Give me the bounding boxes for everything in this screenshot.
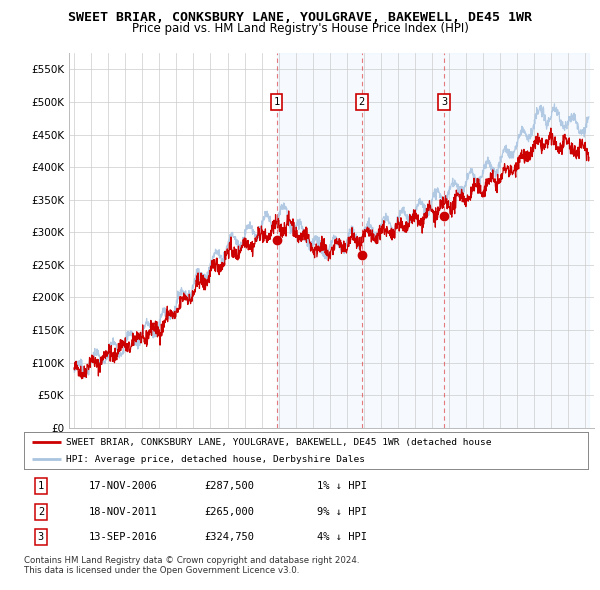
Text: 2: 2	[38, 507, 44, 517]
Text: 13-SEP-2016: 13-SEP-2016	[89, 532, 158, 542]
Text: 3: 3	[38, 532, 44, 542]
Text: 18-NOV-2011: 18-NOV-2011	[89, 507, 158, 517]
Text: SWEET BRIAR, CONKSBURY LANE, YOULGRAVE, BAKEWELL, DE45 1WR: SWEET BRIAR, CONKSBURY LANE, YOULGRAVE, …	[68, 11, 532, 24]
Text: 9% ↓ HPI: 9% ↓ HPI	[317, 507, 367, 517]
Text: 1: 1	[38, 481, 44, 491]
Text: 3: 3	[441, 97, 447, 107]
Text: 17-NOV-2006: 17-NOV-2006	[89, 481, 158, 491]
Text: 2: 2	[359, 97, 365, 107]
Text: HPI: Average price, detached house, Derbyshire Dales: HPI: Average price, detached house, Derb…	[66, 455, 365, 464]
Bar	[277, 53, 589, 428]
Text: Contains HM Land Registry data © Crown copyright and database right 2024.
This d: Contains HM Land Registry data © Crown c…	[24, 556, 359, 575]
Text: Price paid vs. HM Land Registry's House Price Index (HPI): Price paid vs. HM Land Registry's House …	[131, 22, 469, 35]
Text: 1: 1	[274, 97, 280, 107]
Text: SWEET BRIAR, CONKSBURY LANE, YOULGRAVE, BAKEWELL, DE45 1WR (detached house: SWEET BRIAR, CONKSBURY LANE, YOULGRAVE, …	[66, 438, 492, 447]
Text: £287,500: £287,500	[205, 481, 254, 491]
Text: 1% ↓ HPI: 1% ↓ HPI	[317, 481, 367, 491]
Text: £265,000: £265,000	[205, 507, 254, 517]
Text: 4% ↓ HPI: 4% ↓ HPI	[317, 532, 367, 542]
Text: £324,750: £324,750	[205, 532, 254, 542]
